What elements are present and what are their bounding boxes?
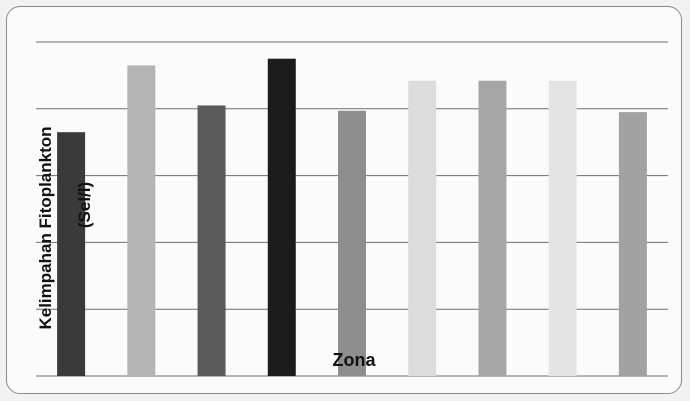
bar-4 [267, 58, 296, 376]
bar-8 [548, 80, 577, 376]
bar-6 [408, 80, 437, 376]
y-axis-unit-label: (Sel/l) [75, 182, 94, 228]
bars [57, 58, 647, 377]
bar-9 [618, 112, 647, 376]
x-axis-label: Zona [333, 350, 377, 370]
bar-5 [338, 110, 366, 376]
bar-7 [478, 80, 507, 376]
bar-3 [197, 105, 226, 377]
bar-1 [57, 132, 86, 376]
y-axis-label: Kelimpahan Fitoplankton [36, 126, 55, 329]
bar-2 [127, 65, 156, 376]
